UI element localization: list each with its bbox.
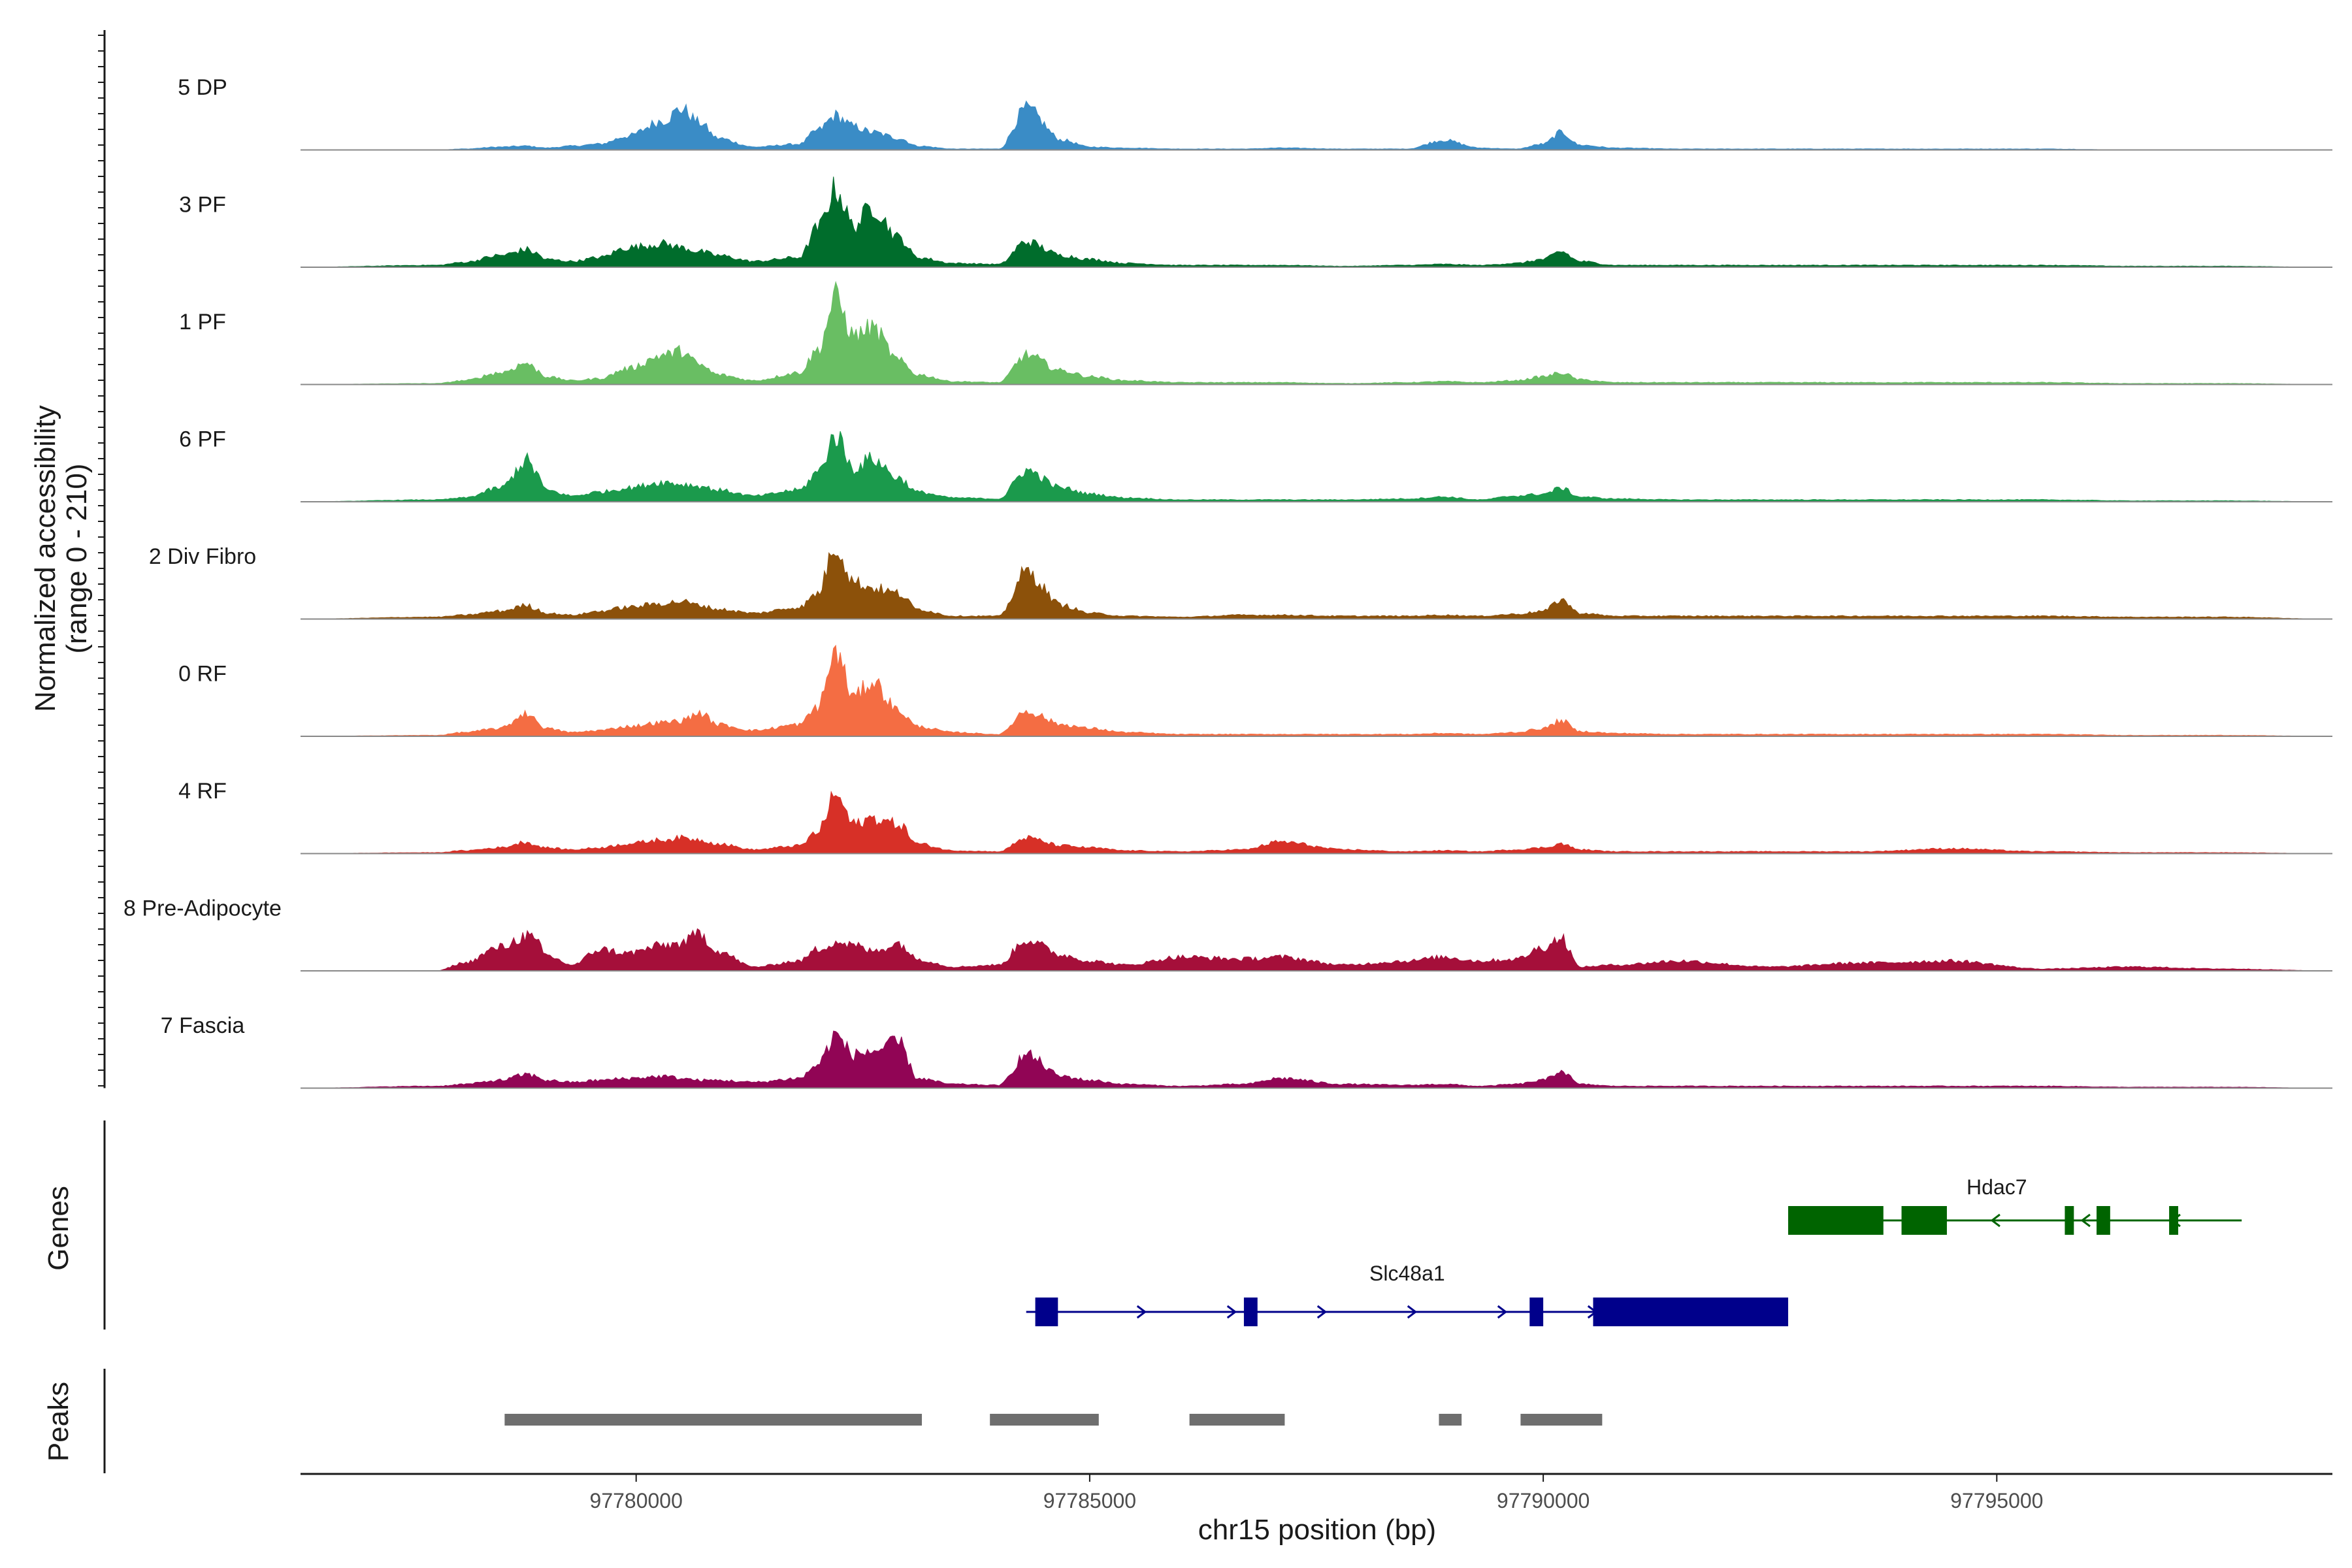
- coverage-track-3: 1 PF: [179, 280, 2332, 385]
- coverage-tracks: 5 DP 3 PF 1 PF 6 PF 2 Div Fibro 0 RF 4 RF 8 Pre…: [98, 30, 2332, 1089]
- gene-exon: [2169, 1206, 2178, 1235]
- y-axis-title-range: (range 0 - 210): [61, 463, 93, 653]
- peak-region: [1439, 1414, 1462, 1426]
- coverage-area: [301, 100, 2332, 150]
- coverage-track-6: 0 RF: [178, 644, 2332, 737]
- track-label: 2 Div Fibro: [149, 544, 256, 569]
- gene-exon: [1901, 1206, 1947, 1235]
- coverage-area: [301, 551, 2332, 619]
- gene-exon: [1529, 1298, 1544, 1326]
- coverage-area: [301, 176, 2332, 268]
- coverage-area: [301, 791, 2332, 854]
- coverage-track-8: 8 Pre-Adipocyte: [123, 896, 2332, 972]
- gene-name-label: Slc48a1: [1369, 1262, 1445, 1285]
- gene-exon: [1593, 1298, 1788, 1326]
- peak-region: [1189, 1414, 1285, 1426]
- coverage-track-5: 2 Div Fibro: [149, 544, 2332, 620]
- track-label: 6 PF: [179, 427, 226, 452]
- coverage-area: [301, 928, 2332, 972]
- peak-region: [990, 1414, 1099, 1426]
- gene-exon: [1035, 1298, 1058, 1326]
- track-label: 7 Fascia: [161, 1013, 245, 1038]
- x-axis: 97780000 97785000 97790000 97795000: [301, 1473, 2332, 1512]
- peak-region: [1520, 1414, 1603, 1426]
- peaks-track: [103, 1369, 1603, 1473]
- track-label: 3 PF: [179, 193, 226, 218]
- x-tick-label: 97795000: [1950, 1489, 2043, 1512]
- track-label: 1 PF: [179, 310, 226, 335]
- strand-arrow: [1990, 1213, 2001, 1228]
- strand-arrow: [1136, 1305, 1147, 1319]
- genes-track: Hdac7 Slc48a1: [103, 1120, 2242, 1330]
- track-label: 4 RF: [178, 779, 227, 804]
- coverage-area: [301, 644, 2332, 737]
- coverage-track-2: 3 PF: [179, 176, 2332, 268]
- x-tick-label: 97780000: [590, 1489, 683, 1512]
- coverage-area: [301, 431, 2332, 502]
- x-axis-title: chr15 position (bp): [1198, 1514, 1436, 1546]
- strand-arrow: [1226, 1305, 1237, 1319]
- coverage-track-4: 6 PF: [179, 427, 2332, 502]
- track-label: 8 Pre-Adipocyte: [123, 896, 282, 921]
- track-label: 5 DP: [178, 75, 227, 100]
- strand-arrow: [1316, 1305, 1328, 1319]
- genes-track-label: Genes: [42, 1186, 74, 1271]
- gene-name-label: Hdac7: [1967, 1175, 2027, 1199]
- gene-exon: [1788, 1206, 1884, 1235]
- x-tick-label: 97785000: [1043, 1489, 1136, 1512]
- coverage-track-7: 4 RF: [178, 779, 2332, 855]
- y-axis-title: Normalized accessibility: [29, 405, 61, 711]
- gene-exon: [2097, 1206, 2110, 1235]
- peaks-track-label: Peaks: [42, 1382, 74, 1462]
- coverage-track-9: 7 Fascia: [161, 1013, 2332, 1089]
- gene-hdac7: Hdac7: [1788, 1175, 2242, 1235]
- gene-slc48a1: Slc48a1: [1026, 1262, 1788, 1326]
- peak-region: [504, 1414, 923, 1426]
- coverage-area: [301, 280, 2332, 385]
- track-label: 0 RF: [178, 662, 227, 687]
- gene-exon: [2065, 1206, 2074, 1235]
- strand-arrow: [2080, 1213, 2091, 1228]
- coverage-track-1: 5 DP: [178, 75, 2332, 151]
- gene-exon: [1243, 1298, 1258, 1326]
- strand-arrow: [1497, 1305, 1508, 1319]
- coverage-area: [301, 1030, 2332, 1088]
- x-tick-label: 97790000: [1497, 1489, 1590, 1512]
- strand-arrow: [1407, 1305, 1418, 1319]
